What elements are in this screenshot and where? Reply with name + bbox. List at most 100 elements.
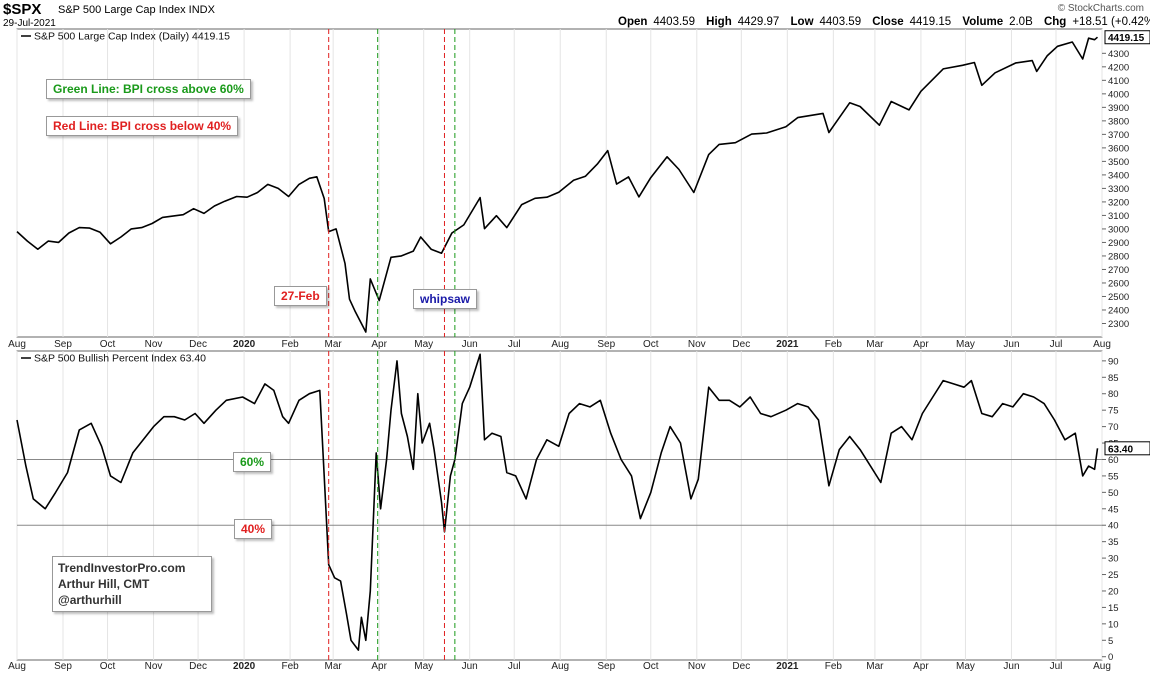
bpi-x-tick-label: Jun <box>462 661 478 672</box>
ohlc-chg-value: +18.51 (+0.42%) <box>1072 16 1150 28</box>
bpi-y-tick-label: 35 <box>1108 537 1119 548</box>
price-last-value-label: 4419.15 <box>1108 33 1145 44</box>
green-line-note: Green Line: BPI cross above 60% <box>46 79 251 99</box>
bpi-x-tick-label: Aug <box>8 661 26 672</box>
price-frame <box>16 28 1103 338</box>
price-title: S&P 500 Large Cap Index (Daily) 4419.15 <box>34 31 230 43</box>
bpi-x-tick-label: Sep <box>597 661 615 672</box>
bpi-x-tick-label: Feb <box>281 661 299 672</box>
price-x-tick-label: Feb <box>825 339 843 350</box>
price-y-tick-label: 3600 <box>1108 143 1129 154</box>
bpi-y-tick-label: 85 <box>1108 373 1119 384</box>
price-x-tick-label: Nov <box>688 339 706 350</box>
price-x-tick-label: Jul <box>508 339 521 350</box>
bpi-x-tick-label: Mar <box>325 661 343 672</box>
credit-line-handle: @arthurhill <box>58 593 122 607</box>
stockcharts-brand[interactable]: © StockCharts.com <box>1057 3 1144 14</box>
event-lines <box>328 29 456 660</box>
price-x-tick-label: 2020 <box>233 339 256 350</box>
bpi-y-tick-label: 90 <box>1108 356 1119 367</box>
price-y-tick-label: 3000 <box>1108 224 1129 235</box>
price-y-tick-label: 2300 <box>1108 319 1129 330</box>
ticker-symbol: $SPX <box>3 1 42 18</box>
bpi-x-tick-label: Apr <box>371 661 387 672</box>
price-y-tick-label: 4300 <box>1108 49 1129 60</box>
price-x-tick-label: Oct <box>100 339 116 350</box>
bpi-x-tick-label: Aug <box>1093 661 1111 672</box>
price-x-tick-label: Mar <box>866 339 884 350</box>
price-y-tick-label: 3900 <box>1108 103 1129 114</box>
bpi-x-tick-label: May <box>414 661 433 672</box>
bpi-y-tick-label: 60 <box>1108 455 1119 466</box>
bpi-y-tick-label: 45 <box>1108 504 1119 515</box>
price-y-tick-label: 2400 <box>1108 305 1129 316</box>
price-y-tick-label: 3100 <box>1108 211 1129 222</box>
price-x-tick-label: May <box>956 339 975 350</box>
price-x-tick-label: Nov <box>145 339 163 350</box>
bpi-y-tick-label: 80 <box>1108 389 1119 400</box>
ohlc-open-label: Open <box>618 16 648 28</box>
price-y-tick-label: 3300 <box>1108 184 1129 195</box>
author-credit: TrendInvestorPro.com Arthur Hill, CMT @a… <box>52 556 212 612</box>
bpi-x-tick-label: 2021 <box>776 661 799 672</box>
feb-27-label: 27-Feb <box>274 286 327 306</box>
price-x-tick-label: Sep <box>54 339 72 350</box>
price-y-tick-label: 3800 <box>1108 116 1129 127</box>
price-series-line <box>16 36 1099 333</box>
bpi-y-tick-label: 75 <box>1108 406 1119 417</box>
bpi-y-tick-label: 40 <box>1108 521 1119 532</box>
price-x-tick-label: Sep <box>597 339 615 350</box>
bpi-x-tick-label: Jul <box>508 661 521 672</box>
ohlc-open-value: 4403.59 <box>653 16 695 28</box>
bpi-x-tick-label: Oct <box>100 661 116 672</box>
price-y-tick-label: 4100 <box>1108 76 1129 87</box>
ohlc-volume-label: Volume <box>962 16 1004 28</box>
bpi-x-tick-label: Feb <box>825 661 843 672</box>
price-y-tick-label: 2700 <box>1108 265 1129 276</box>
bpi-x-tick-label: Mar <box>866 661 884 672</box>
bpi-y-tick-label: 10 <box>1108 619 1119 630</box>
credit-line-site: TrendInvestorPro.com <box>58 561 186 575</box>
price-y-tick-label: 2600 <box>1108 278 1129 289</box>
price-y-tick-label: 2800 <box>1108 251 1129 262</box>
price-x-tick-label: Jun <box>462 339 478 350</box>
price-y-tick-label: 4200 <box>1108 62 1129 73</box>
bpi-frame <box>16 350 1103 661</box>
price-x-tick-label: Feb <box>281 339 299 350</box>
price-x-tick-label: Aug <box>1093 339 1111 350</box>
bpi-x-tick-label: Sep <box>54 661 72 672</box>
bpi-y-tick-label: 55 <box>1108 471 1119 482</box>
bpi-y-tick-label: 50 <box>1108 488 1119 499</box>
bpi-x-tick-label: Apr <box>913 661 929 672</box>
price-y-tick-label: 2900 <box>1108 238 1129 249</box>
bpi-x-tick-label: Aug <box>551 661 569 672</box>
price-x-tick-label: May <box>414 339 433 350</box>
ohlc-close-label: Close <box>872 16 904 28</box>
price-y-tick-label: 4000 <box>1108 89 1129 100</box>
red-line-note: Red Line: BPI cross below 40% <box>46 116 239 136</box>
bpi-x-tick-label: May <box>956 661 975 672</box>
price-x-tick-label: 2021 <box>776 339 799 350</box>
bpi-x-tick-label: 2020 <box>233 661 256 672</box>
bpi-y-tick-label: 25 <box>1108 570 1119 581</box>
price-x-tick-label: Dec <box>732 339 750 350</box>
bpi-x-tick-label: Oct <box>643 661 659 672</box>
level-40-label: 40% <box>234 519 273 539</box>
chart-date: 29-Jul-2021 <box>3 18 56 29</box>
bpi-y-tick-label: 30 <box>1108 554 1119 565</box>
ohlc-close-value: 4419.15 <box>909 16 952 28</box>
bpi-y-tick-label: 15 <box>1108 603 1119 614</box>
price-pane: Aug Sep Oct Nov Dec 2020 Feb Mar Apr May Jun Jul Aug… <box>8 28 1150 350</box>
price-y-tick-label: 3500 <box>1108 157 1129 168</box>
ohlc-high-value: 4429.97 <box>737 16 780 28</box>
bpi-y-tick-label: 20 <box>1108 586 1119 597</box>
price-x-tick-label: Jun <box>1003 339 1019 350</box>
price-y-tick-label: 3200 <box>1108 197 1129 208</box>
bpi-last-value-label: 63.40 <box>1108 444 1133 455</box>
price-x-tick-label: Aug <box>8 339 26 350</box>
bpi-x-tick-label: Nov <box>145 661 163 672</box>
price-x-tick-label: Oct <box>643 339 659 350</box>
bpi-x-tick-label: Jul <box>1050 661 1063 672</box>
bpi-last-value-box <box>1104 441 1150 456</box>
